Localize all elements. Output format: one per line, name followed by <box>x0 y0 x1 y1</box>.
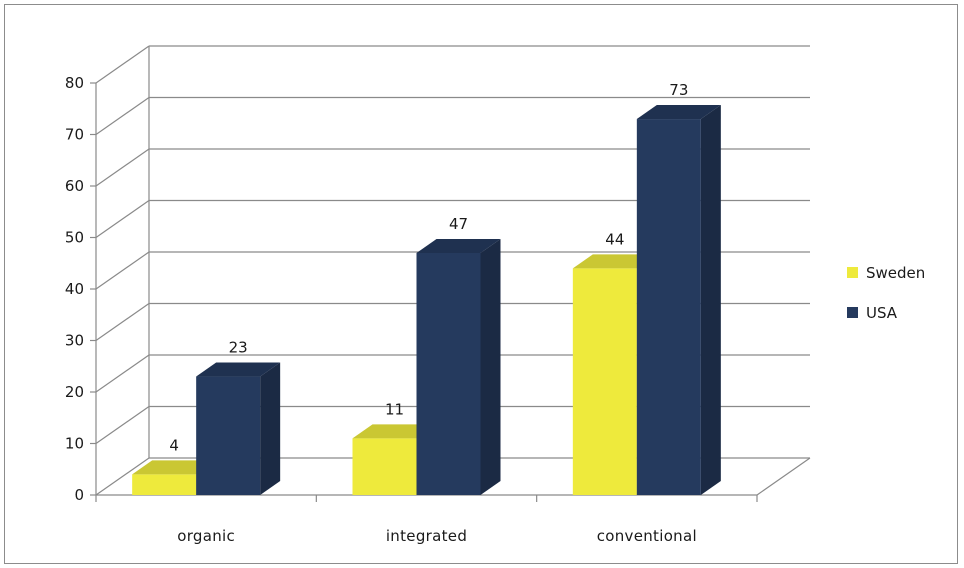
gridline-diagonal <box>95 148 150 187</box>
legend-swatch <box>847 267 858 278</box>
x-tick-label: organic <box>177 527 235 545</box>
data-labels: 4 23 11 47 44 73 <box>169 81 688 454</box>
bar-sweden-conventional <box>572 268 637 495</box>
y-tick-label: 60 <box>65 177 84 195</box>
data-label: 44 <box>605 230 624 248</box>
gridline-diagonal <box>95 200 150 238</box>
y-axis: 0 10 20 30 40 50 60 70 80 <box>65 74 96 504</box>
bar-top-usa-organic <box>196 362 281 377</box>
bar-sweden-integrated <box>352 438 417 495</box>
bar-top-sweden-organic <box>132 460 217 475</box>
legend-label: Sweden <box>866 264 925 282</box>
y-tick-label: 70 <box>65 126 84 144</box>
legend-swatch <box>847 307 858 318</box>
bar-top-sweden-integrated <box>352 424 437 439</box>
gridline-diagonal <box>95 251 150 290</box>
x-axis: organic integrated conventional <box>95 495 758 545</box>
bar-top-sweden-conventional <box>572 254 657 269</box>
y-tick-label: 40 <box>65 280 84 298</box>
bar-side-usa-conventional <box>700 105 721 496</box>
bar-top-usa-conventional <box>636 105 721 120</box>
data-label: 47 <box>449 215 468 233</box>
bars <box>132 105 721 496</box>
x-tick-label: conventional <box>597 527 697 545</box>
gridline-diagonal <box>95 97 150 135</box>
bar-side-usa-organic <box>260 362 281 495</box>
y-tick-label: 0 <box>74 486 84 504</box>
data-label: 4 <box>169 436 179 454</box>
bar-usa-organic <box>196 376 261 495</box>
legend-label: USA <box>866 304 898 322</box>
gridline-diagonal <box>95 406 150 444</box>
gridline-diagonal <box>95 354 150 393</box>
data-label: 23 <box>229 339 248 357</box>
bar-chart: 0 10 20 30 40 50 60 70 80 organic integrated conve… <box>65 45 925 545</box>
gridline-diagonal <box>95 457 150 496</box>
bar-top-usa-integrated <box>416 238 501 253</box>
y-tick-label: 20 <box>65 383 84 401</box>
bar-usa-integrated <box>416 252 481 495</box>
chart-frame: 0 10 20 30 40 50 60 70 80 organic integrated conve… <box>4 4 958 564</box>
gridline-diagonal <box>95 303 150 341</box>
bar-usa-conventional <box>636 119 701 496</box>
bar-side-usa-integrated <box>480 238 501 495</box>
data-label: 11 <box>385 400 404 418</box>
y-tick-label: 50 <box>65 229 84 247</box>
data-label: 73 <box>669 81 688 99</box>
y-tick-label: 10 <box>65 435 84 453</box>
bar-sweden-organic <box>132 474 197 495</box>
gridline-diagonal <box>95 45 150 84</box>
y-tick-label: 30 <box>65 332 84 350</box>
x-tick-label: integrated <box>386 527 467 545</box>
legend: Sweden USA <box>847 264 925 322</box>
y-tick-label: 80 <box>65 74 84 92</box>
